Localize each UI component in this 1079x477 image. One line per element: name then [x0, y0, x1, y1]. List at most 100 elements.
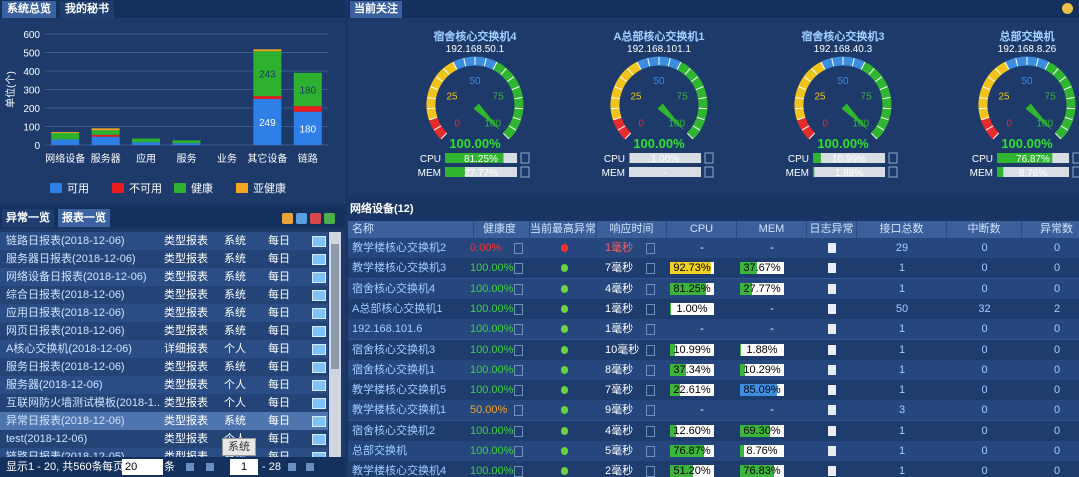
report-row[interactable]: 服务器(2018-12-06) 类型报表 个人 每日 — [0, 376, 328, 394]
chart-icon[interactable] — [646, 344, 655, 356]
log-icon[interactable] — [828, 283, 836, 294]
mail-icon[interactable] — [312, 290, 326, 301]
pager-button[interactable] — [288, 463, 296, 471]
log-icon[interactable] — [828, 466, 836, 477]
report-cell: 系统 — [224, 415, 246, 427]
chart-icon[interactable] — [514, 425, 523, 437]
mail-icon[interactable] — [312, 344, 326, 355]
chart-icon[interactable] — [646, 263, 655, 275]
chart-icon[interactable] — [514, 364, 523, 376]
report-cell: 类型报表 — [164, 235, 208, 247]
log-icon[interactable] — [828, 324, 836, 335]
log-icon[interactable] — [828, 385, 836, 396]
metric-bar — [670, 445, 704, 457]
tab[interactable]: 异常一览 — [2, 209, 54, 227]
log-icon[interactable] — [828, 263, 836, 274]
tab[interactable]: 系统总览 — [2, 1, 56, 18]
chart-icon[interactable] — [514, 283, 523, 295]
pager-button[interactable] — [206, 463, 214, 471]
chart-icon[interactable] — [646, 243, 655, 254]
chart-icon[interactable] — [646, 324, 655, 336]
chart-icon[interactable] — [646, 303, 655, 315]
report-row[interactable]: 服务器日报表(2018-12-06) 类型报表 系统 每日 — [0, 250, 328, 268]
alarm-icon — [561, 406, 568, 415]
mail-icon[interactable] — [312, 308, 326, 319]
device-cell: 教学楼核心交换机2 — [352, 242, 447, 254]
device-cell: 0 — [1053, 242, 1061, 254]
tab[interactable]: 报表一览 — [58, 209, 110, 227]
chart-icon[interactable] — [514, 243, 523, 254]
metric-track — [670, 384, 714, 397]
pager-button[interactable] — [306, 463, 314, 471]
chart-icon[interactable] — [646, 446, 655, 457]
mail-icon[interactable] — [312, 326, 326, 337]
device-cell: 5毫秒 — [605, 445, 634, 457]
report-row[interactable]: 异常日报表(2018-12-06) 类型报表 系统 每日 — [0, 412, 328, 430]
mail-icon[interactable] — [312, 272, 326, 283]
toolbar-icon[interactable] — [282, 213, 293, 224]
chart-icon[interactable] — [646, 364, 655, 376]
chart-icon[interactable] — [514, 385, 523, 397]
chart-icon[interactable] — [646, 405, 655, 417]
device-cell: 0 — [981, 262, 988, 275]
gauge-value: 100.00% — [1001, 136, 1053, 151]
toolbar-icon[interactable] — [324, 213, 335, 224]
chart-icon[interactable] — [514, 405, 523, 417]
chart-icon[interactable] — [514, 303, 523, 315]
log-icon[interactable] — [828, 446, 836, 456]
toolbar-icon[interactable] — [310, 213, 321, 224]
toolbar-icon[interactable] — [296, 213, 307, 224]
page-size-select[interactable]: 20 — [122, 459, 163, 475]
report-row[interactable]: 服务日报表(2018-12-06) 类型报表 系统 每日 — [0, 358, 328, 376]
log-icon[interactable] — [828, 344, 836, 355]
metric-value: 37.34% — [673, 363, 711, 376]
report-cell: 个人 — [224, 379, 246, 391]
bar-segment — [51, 139, 80, 145]
chart-icon[interactable] — [514, 446, 523, 457]
report-row[interactable]: 链路日报表(2018-12-06) 类型报表 系统 每日 — [0, 232, 328, 250]
device-cell: 100.00% — [470, 282, 514, 295]
alarm-icon — [561, 284, 568, 293]
chart-icon[interactable] — [646, 385, 655, 397]
report-row[interactable]: 应用日报表(2018-12-06) 类型报表 系统 每日 — [0, 304, 328, 322]
chart-icon[interactable] — [646, 425, 655, 437]
gauge-minor-tick — [798, 86, 807, 91]
scroll-thumb[interactable] — [331, 244, 339, 369]
tab[interactable]: 我的秘书 — [60, 1, 114, 18]
report-row[interactable]: A核心交换机(2018-12-06) 详细报表 个人 每日 — [0, 340, 328, 358]
mail-icon[interactable] — [312, 362, 326, 373]
log-icon[interactable] — [828, 243, 836, 253]
page-input[interactable]: 1 — [230, 459, 258, 475]
log-icon[interactable] — [828, 303, 836, 314]
pager-button[interactable] — [186, 463, 194, 471]
device-cell: 100.00% — [470, 302, 514, 315]
settings-icon[interactable] — [1062, 3, 1073, 14]
gauge-minor-tick — [1052, 68, 1059, 75]
chart-icon[interactable] — [514, 324, 523, 336]
mail-icon[interactable] — [312, 254, 326, 265]
legend-swatch — [236, 183, 248, 193]
report-row[interactable]: 网络设备日报表(2018-12-06) 类型报表 系统 每日 — [0, 268, 328, 286]
log-icon[interactable] — [828, 405, 836, 416]
report-row[interactable]: 综合日报表(2018-12-06) 类型报表 系统 每日 — [0, 286, 328, 304]
mail-icon[interactable] — [312, 416, 326, 427]
mail-icon[interactable] — [312, 398, 326, 409]
chart-icon[interactable] — [514, 344, 523, 356]
gauge-minor-tick — [820, 62, 826, 70]
device-cell: 100.00% — [470, 323, 514, 336]
chart-icon[interactable] — [646, 283, 655, 295]
log-icon[interactable] — [828, 364, 836, 375]
tab[interactable]: 当前关注 — [350, 1, 402, 18]
mail-icon[interactable] — [312, 434, 326, 445]
mail-icon[interactable] — [312, 380, 326, 391]
report-row[interactable]: 网页日报表(2018-12-06) 类型报表 系统 每日 — [0, 322, 328, 340]
report-row[interactable]: 互联网防火墙测试模板(2018-1... 类型报表 个人 每日 — [0, 394, 328, 412]
column-header: MEM — [737, 221, 807, 238]
chart-icon[interactable] — [646, 466, 655, 477]
mail-icon[interactable] — [312, 236, 326, 247]
chart-icon[interactable] — [514, 466, 523, 477]
chart-icon[interactable] — [514, 263, 523, 275]
report-cell: A核心交换机(2018-12-06) — [6, 343, 132, 355]
log-icon[interactable] — [828, 425, 836, 436]
